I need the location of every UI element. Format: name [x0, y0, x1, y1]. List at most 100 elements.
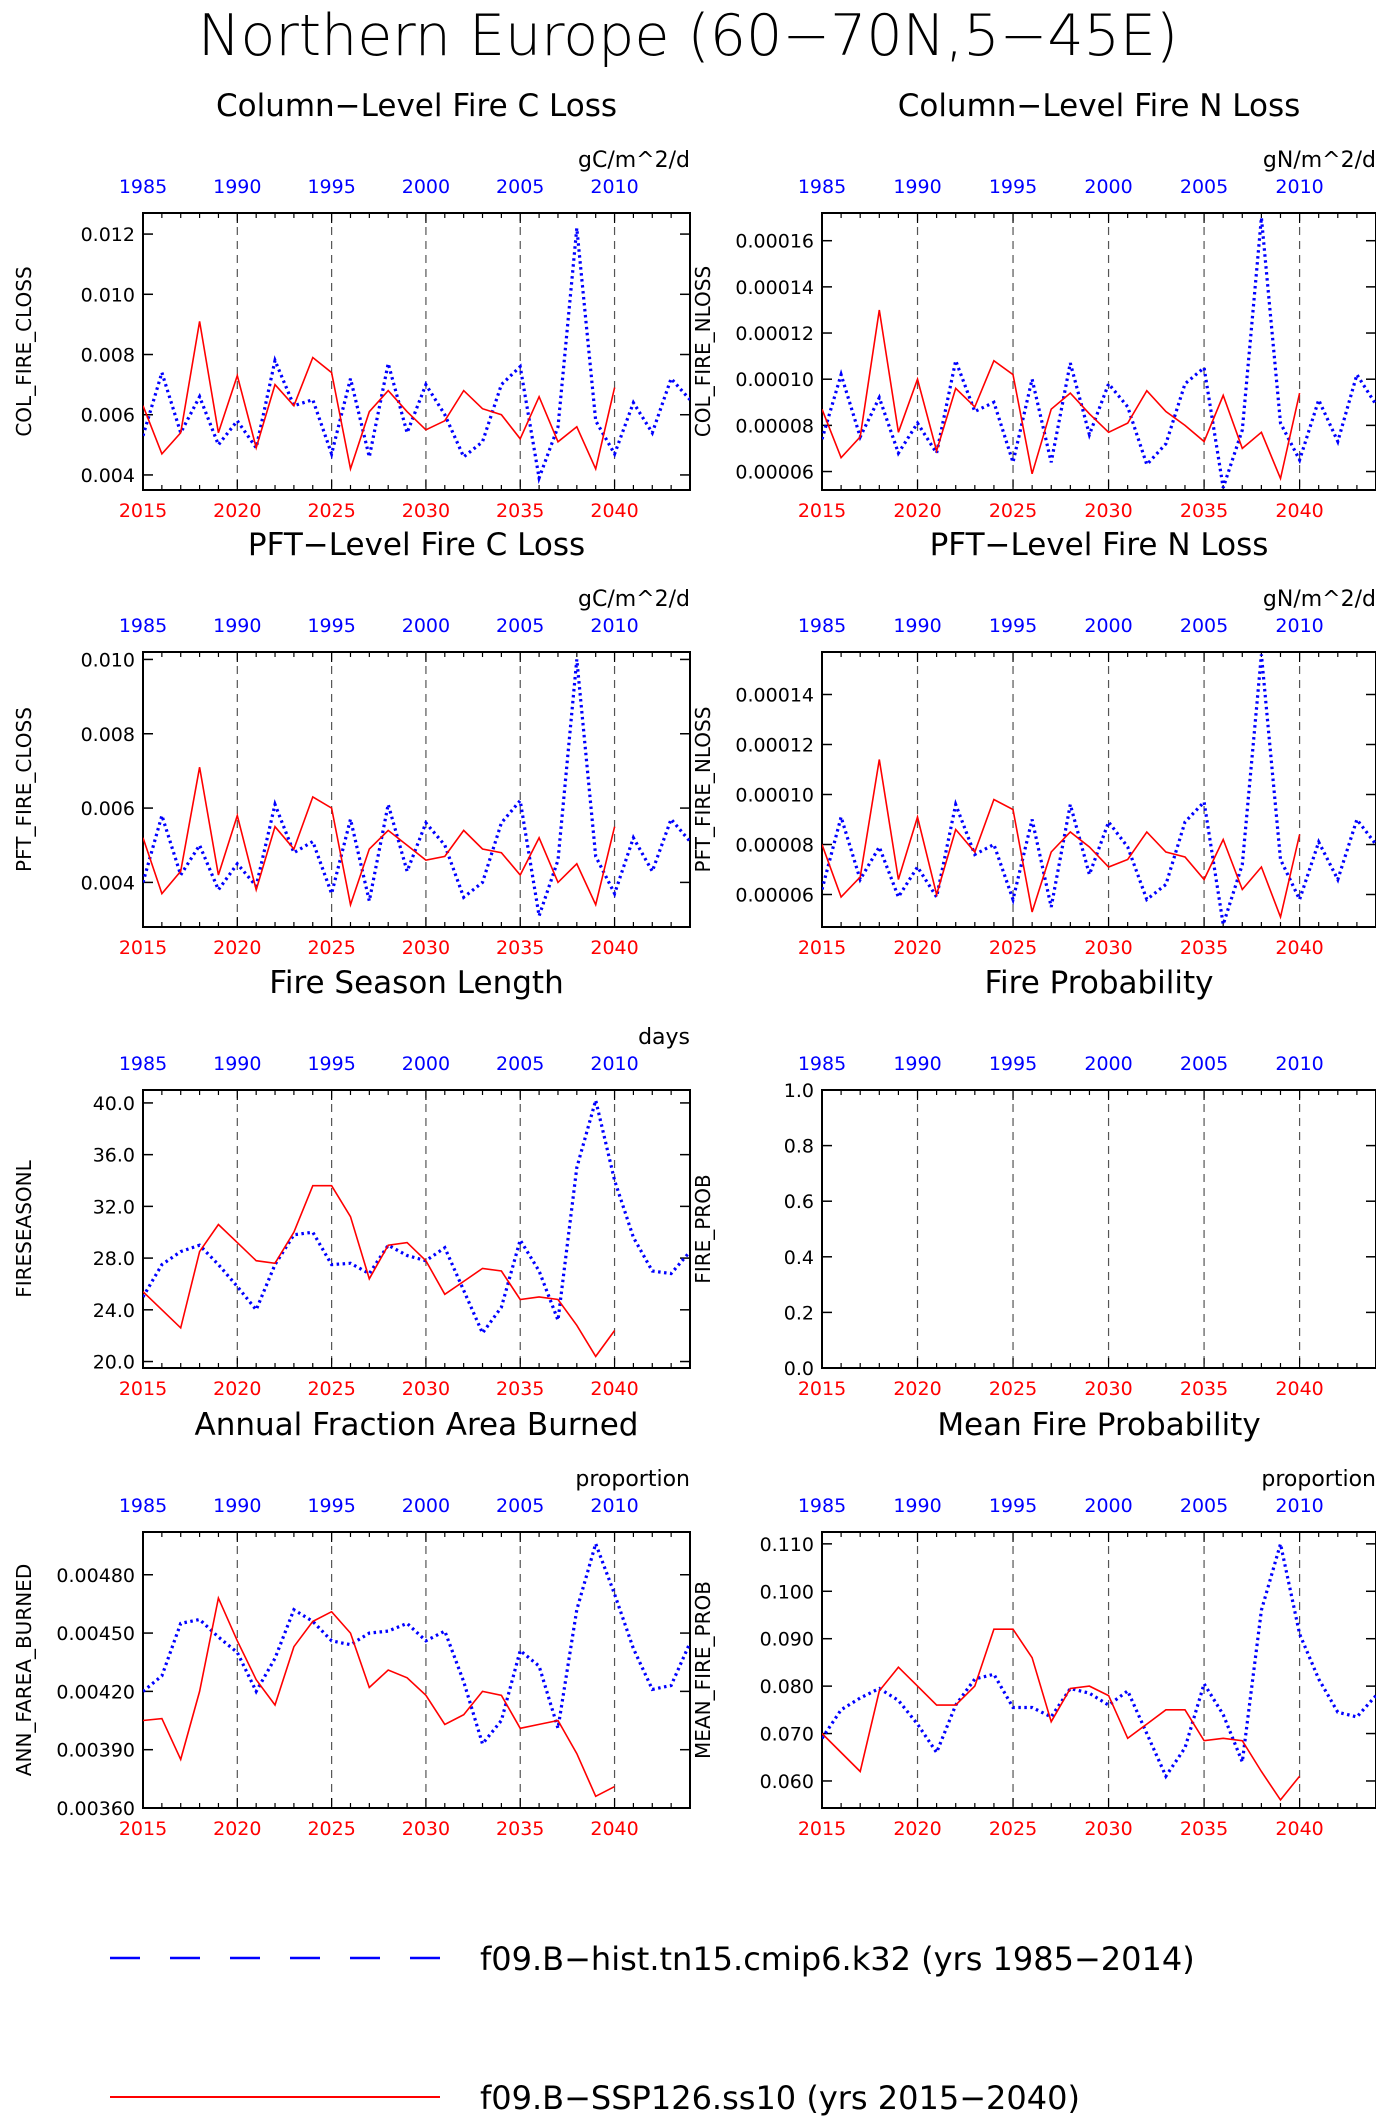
x-tick-label-top: 2000	[1084, 1053, 1132, 1075]
x-tick-label-top: 1985	[119, 1495, 167, 1517]
x-tick-label-bottom: 2030	[402, 1818, 450, 1840]
x-tick-label-top: 2010	[590, 176, 638, 198]
series-line-hist	[822, 654, 1376, 925]
series-line-ssp	[143, 1595, 615, 1798]
x-tick-label-top: 2000	[1084, 615, 1132, 637]
x-tick-label-top: 2000	[402, 176, 450, 198]
panel-title: Column−Level Fire C Loss	[216, 88, 617, 124]
y-tick-label: 0.00012	[735, 323, 814, 345]
panel-5: Fire Season Length days 2015 2020 2025 2030 20…	[12, 965, 691, 1400]
series-line-hist	[822, 1543, 1376, 1780]
y-tick-label: 0.0	[784, 1358, 814, 1380]
x-tick-label-bottom: 2040	[1275, 1818, 1323, 1840]
y-tick-label: 0.070	[760, 1724, 814, 1746]
units-label: proportion	[575, 1467, 690, 1492]
y-axis-label: FIRESEASONL	[12, 1159, 36, 1297]
x-tick-label-top: 2005	[1180, 615, 1228, 637]
y-tick-label: 24.0	[93, 1300, 135, 1322]
y-axis-label: COL_FIRE_CLOSS	[12, 266, 36, 436]
x-tick-label-top: 2010	[590, 1053, 638, 1075]
plot-frame	[821, 1089, 1376, 1369]
series-line-ssp	[822, 309, 1301, 482]
panel-title: Fire Season Length	[269, 965, 563, 1001]
x-tick-label-bottom: 2015	[119, 1818, 167, 1840]
panel-title: PFT−Level Fire C Loss	[248, 527, 585, 563]
x-tick-label-top: 1985	[798, 176, 846, 198]
y-tick-label: 0.090	[760, 1629, 814, 1651]
panel-4: PFT−Level Fire N Loss gN/m^2/d 2015 2020 202…	[691, 527, 1376, 959]
x-tick-label-bottom: 2030	[402, 500, 450, 522]
y-tick-label: 0.8	[784, 1136, 814, 1158]
x-tick-label-bottom: 2020	[213, 1818, 261, 1840]
x-tick-label-bottom: 2035	[496, 937, 544, 959]
x-tick-label-bottom: 2025	[307, 1378, 355, 1400]
x-tick-label-bottom: 2015	[119, 1378, 167, 1400]
x-tick-label-top: 2005	[1180, 176, 1228, 198]
y-tick-label: 0.00420	[56, 1681, 135, 1703]
units-label: gC/m^2/d	[578, 148, 690, 173]
units-label: proportion	[1261, 1467, 1376, 1492]
y-tick-label: 0.4	[784, 1247, 814, 1269]
units-label: gN/m^2/d	[1263, 148, 1376, 173]
y-tick-label: 0.2	[784, 1302, 814, 1324]
panel-6: Fire Probability 2015 2020 2025 2030 2035 2040…	[691, 965, 1376, 1400]
plot-frame	[142, 212, 691, 491]
y-tick-label: 0.00006	[735, 885, 814, 907]
x-tick-label-bottom: 2020	[893, 500, 941, 522]
x-tick-label-top: 1990	[893, 176, 941, 198]
x-tick-label-bottom: 2040	[1275, 937, 1323, 959]
plot-frame	[821, 651, 1376, 928]
series-line-ssp	[822, 1628, 1301, 1802]
x-tick-label-bottom: 2030	[1084, 1378, 1132, 1400]
series-line-hist	[143, 659, 690, 917]
units-label: gC/m^2/d	[578, 587, 690, 612]
x-tick-label-bottom: 2030	[402, 937, 450, 959]
y-axis-label: PFT_FIRE_NLOSS	[691, 707, 715, 873]
y-tick-label: 0.00480	[56, 1565, 135, 1587]
x-tick-label-top: 1990	[213, 1053, 261, 1075]
series-line-ssp	[143, 1184, 616, 1358]
y-tick-label: 0.010	[81, 649, 135, 671]
x-tick-label-top: 1990	[893, 615, 941, 637]
x-tick-label-bottom: 2030	[402, 1378, 450, 1400]
x-tick-label-top: 1990	[213, 1495, 261, 1517]
x-tick-label-top: 1995	[989, 1495, 1037, 1517]
x-tick-label-bottom: 2015	[798, 1378, 846, 1400]
y-tick-label: 0.00390	[56, 1740, 135, 1762]
x-tick-label-bottom: 2025	[307, 937, 355, 959]
y-tick-label: 0.008	[81, 724, 135, 746]
x-tick-label-bottom: 2025	[989, 500, 1037, 522]
y-axis-label: PFT_FIRE_CLOSS	[12, 707, 36, 872]
y-tick-label: 0.004	[81, 465, 135, 487]
x-tick-label-bottom: 2015	[119, 937, 167, 959]
y-tick-label: 0.100	[760, 1581, 814, 1603]
y-tick-label: 0.004	[81, 872, 135, 894]
y-tick-label: 0.00360	[56, 1798, 135, 1820]
y-axis-label: COL_FIRE_NLOSS	[691, 266, 715, 437]
y-tick-label: 0.00008	[735, 415, 814, 437]
x-tick-label-top: 2010	[1275, 1053, 1323, 1075]
x-tick-label-bottom: 2040	[590, 500, 638, 522]
x-tick-label-bottom: 2025	[307, 500, 355, 522]
y-tick-label: 0.00014	[735, 685, 814, 707]
panel-1: Column−Level Fire C Loss gC/m^2/d 2015 2020…	[12, 88, 691, 522]
x-tick-label-bottom: 2020	[213, 937, 261, 959]
panel-3: PFT−Level Fire C Loss gC/m^2/d 2015 2020 202…	[12, 527, 691, 959]
y-tick-label: 0.012	[81, 224, 135, 246]
y-tick-label: 0.6	[784, 1191, 814, 1213]
y-tick-label: 0.00012	[735, 735, 814, 757]
y-tick-label: 0.00008	[735, 835, 814, 857]
y-tick-label: 0.006	[81, 798, 135, 820]
x-tick-label-bottom: 2015	[119, 500, 167, 522]
series-line-hist	[143, 1099, 690, 1337]
plot-frame	[821, 212, 1376, 491]
panel-title: Mean Fire Probability	[937, 1407, 1260, 1443]
x-tick-label-bottom: 2035	[1180, 1378, 1228, 1400]
x-tick-label-bottom: 2030	[1084, 937, 1132, 959]
x-tick-label-bottom: 2035	[1180, 937, 1228, 959]
panel-title: Fire Probability	[984, 965, 1213, 1001]
x-tick-label-top: 2005	[1180, 1495, 1228, 1517]
x-tick-label-top: 2000	[402, 1053, 450, 1075]
y-tick-label: 0.110	[760, 1534, 814, 1556]
